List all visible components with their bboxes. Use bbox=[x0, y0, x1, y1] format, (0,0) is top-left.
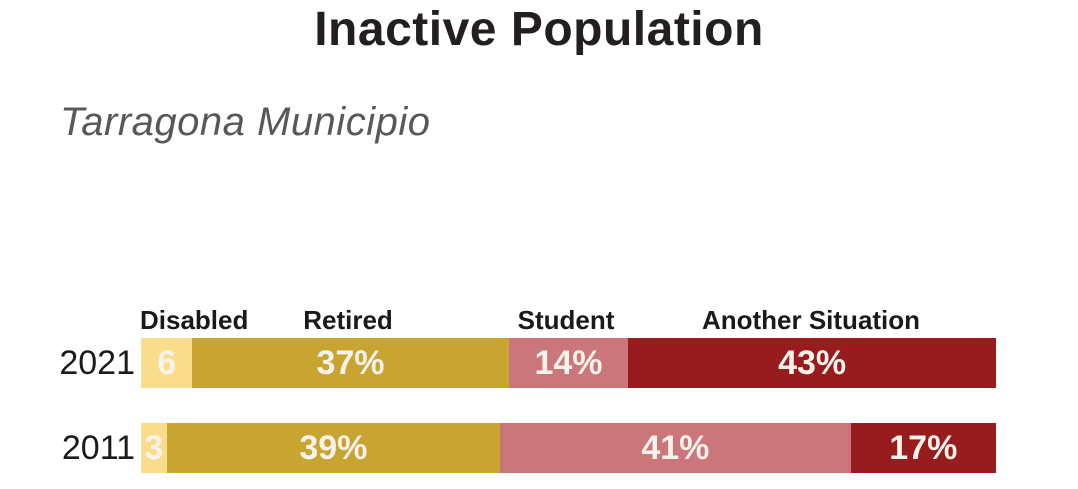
bar-segment-2021-student: 14% bbox=[508, 338, 629, 388]
segment-value-label: 3 bbox=[144, 428, 164, 467]
bar-segment-2021-another-situation: 43% bbox=[628, 338, 996, 388]
bar-segment-2011-another-situation: 17% bbox=[850, 423, 996, 473]
bar-segment-2021-disabled: 6 bbox=[141, 338, 193, 388]
chart-subtitle: Tarragona Municipio bbox=[60, 100, 431, 144]
segment-value-label: 43% bbox=[778, 343, 847, 382]
category-label-student: Student bbox=[517, 305, 615, 335]
segment-value-label: 41% bbox=[641, 428, 710, 467]
segment-value-label: 39% bbox=[299, 428, 368, 467]
segment-value-label: 6 bbox=[157, 343, 177, 382]
stacked-bar-2011: 3 39% 41% 17% bbox=[141, 423, 996, 473]
stacked-bar-2021: 6 37% 14% 43% bbox=[141, 338, 996, 388]
segment-value-label: 14% bbox=[534, 343, 603, 382]
chart-title: Inactive Population bbox=[314, 3, 764, 56]
year-label-2011: 2011 bbox=[61, 429, 135, 467]
segment-value-label: 17% bbox=[889, 428, 958, 467]
category-label-another-situation: Another Situation bbox=[701, 305, 921, 335]
segment-value-label: 37% bbox=[316, 343, 385, 382]
bar-row-2021: 2021 6 37% 14% 43% bbox=[0, 338, 1078, 388]
category-label-retired: Retired bbox=[303, 305, 393, 335]
bar-segment-2011-disabled: 3 bbox=[141, 423, 167, 473]
category-label-disabled: Disabled bbox=[140, 305, 249, 335]
bar-segment-2011-student: 41% bbox=[500, 423, 851, 473]
year-label-2021: 2021 bbox=[59, 344, 135, 382]
bar-row-2011: 2011 3 39% 41% 17% bbox=[0, 423, 1078, 473]
bar-segment-2011-retired: 39% bbox=[166, 423, 501, 473]
bar-segment-2021-retired: 37% bbox=[192, 338, 509, 388]
